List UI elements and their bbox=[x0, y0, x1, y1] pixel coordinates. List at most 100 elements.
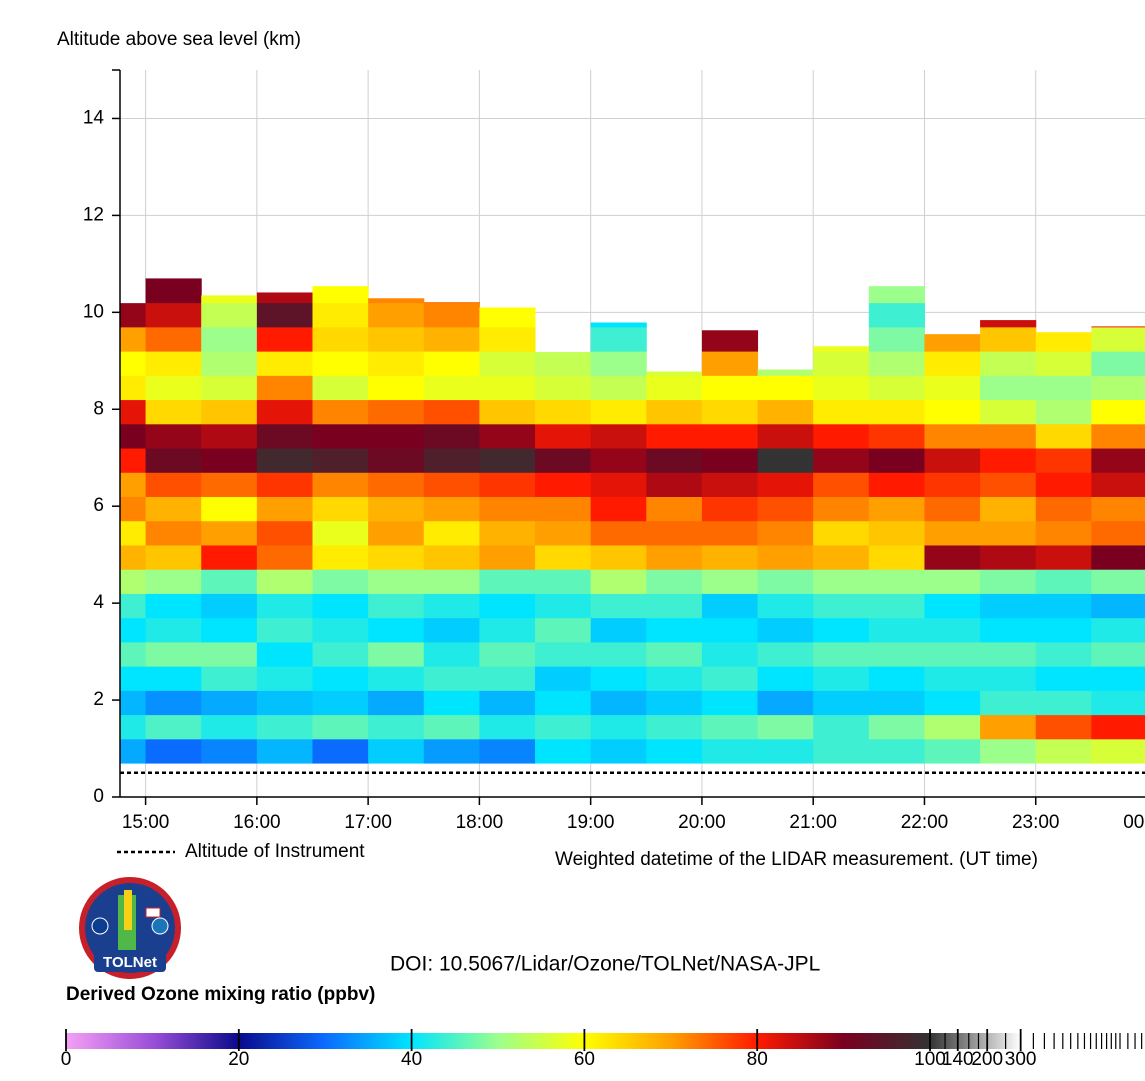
heat-cell bbox=[423, 375, 480, 401]
heat-cell bbox=[256, 326, 313, 352]
heat-cell bbox=[145, 617, 202, 643]
heat-cell bbox=[145, 738, 202, 764]
heat-cell bbox=[1091, 544, 1145, 570]
heat-cell bbox=[1035, 423, 1092, 449]
heat-cell bbox=[368, 302, 425, 328]
heat-cell bbox=[757, 496, 814, 522]
heat-cell bbox=[1091, 593, 1145, 619]
heat-cell bbox=[701, 399, 759, 425]
heat-cell bbox=[479, 520, 536, 546]
heat-cell bbox=[701, 520, 759, 546]
heat-cell bbox=[312, 520, 369, 546]
heat-cell bbox=[813, 593, 870, 619]
heat-cell bbox=[368, 617, 425, 643]
heat-cell bbox=[1035, 351, 1092, 376]
heat-cell bbox=[368, 298, 425, 304]
heat-cell bbox=[535, 666, 592, 691]
heat-cell bbox=[646, 544, 703, 570]
heat-cell bbox=[701, 496, 759, 522]
heat-cell bbox=[813, 520, 870, 546]
colorbar-tick-label: 20 bbox=[228, 1049, 249, 1070]
colorbar-gradient bbox=[66, 1033, 1145, 1049]
heat-cell bbox=[590, 375, 647, 401]
heat-cell bbox=[145, 399, 202, 425]
heat-cell bbox=[701, 448, 759, 473]
heat-cell bbox=[868, 690, 925, 716]
heat-cell bbox=[1091, 351, 1145, 376]
heat-cell bbox=[423, 448, 480, 473]
heat-cell bbox=[924, 334, 981, 352]
heat-cell bbox=[145, 714, 202, 740]
heat-cell bbox=[312, 423, 369, 449]
heat-cell bbox=[646, 617, 703, 643]
heat-cell bbox=[312, 544, 369, 570]
heat-cell bbox=[868, 326, 925, 352]
heat-cell bbox=[479, 351, 536, 376]
heat-cell bbox=[701, 714, 759, 740]
heat-cell bbox=[312, 302, 369, 328]
heat-cell bbox=[590, 399, 647, 425]
heat-cell bbox=[479, 399, 536, 425]
colorbar-tick-label: 100 bbox=[914, 1049, 946, 1070]
heat-cell bbox=[120, 738, 147, 764]
heat-cell bbox=[312, 569, 369, 594]
heat-cell bbox=[924, 593, 981, 619]
heat-cell bbox=[868, 738, 925, 764]
heat-cell bbox=[423, 302, 480, 304]
heat-cell bbox=[120, 351, 147, 376]
heat-cell bbox=[1091, 666, 1145, 691]
heat-cell bbox=[868, 423, 925, 449]
heat-cell bbox=[145, 278, 202, 304]
heat-cell bbox=[368, 520, 425, 546]
heat-cell bbox=[312, 448, 369, 473]
heat-cell bbox=[813, 351, 870, 376]
heat-cell bbox=[868, 472, 925, 498]
heat-cell bbox=[757, 369, 814, 376]
heat-cell bbox=[646, 690, 703, 716]
heat-cell bbox=[924, 641, 981, 667]
heat-cell bbox=[701, 569, 759, 594]
heat-cell bbox=[145, 690, 202, 716]
heat-cell bbox=[924, 375, 981, 401]
heat-cell bbox=[813, 346, 870, 352]
heat-cell bbox=[120, 399, 147, 425]
heat-cell bbox=[1091, 738, 1145, 764]
heat-cell bbox=[120, 472, 147, 498]
heat-cell bbox=[368, 423, 425, 449]
heat-cell bbox=[201, 326, 258, 352]
heat-cell bbox=[256, 399, 313, 425]
heat-cell bbox=[590, 569, 647, 594]
heat-cell bbox=[201, 448, 258, 473]
heat-cell bbox=[701, 544, 759, 570]
heat-cell bbox=[120, 569, 147, 594]
heat-cell bbox=[1091, 520, 1145, 546]
heat-cell bbox=[201, 714, 258, 740]
heat-cell bbox=[145, 496, 202, 522]
heat-cell bbox=[201, 569, 258, 594]
heat-cell bbox=[701, 690, 759, 716]
heat-cell bbox=[757, 375, 814, 401]
heat-cell bbox=[757, 472, 814, 498]
heat-cell bbox=[1035, 666, 1092, 691]
heat-cell bbox=[813, 544, 870, 570]
x-tick-label: 21:00 bbox=[789, 812, 837, 833]
heat-cell bbox=[535, 375, 592, 401]
heat-cell bbox=[535, 617, 592, 643]
heat-cell bbox=[120, 326, 147, 352]
heat-cell bbox=[535, 714, 592, 740]
heat-cell bbox=[368, 593, 425, 619]
heat-cell bbox=[1035, 375, 1092, 401]
heat-cell bbox=[590, 641, 647, 667]
heat-cell bbox=[120, 714, 147, 740]
y-tick-label: 12 bbox=[83, 204, 104, 225]
heat-cell bbox=[1035, 496, 1092, 522]
x-axis-label: Weighted datetime of the LIDAR measureme… bbox=[555, 849, 1038, 870]
heat-cell bbox=[120, 690, 147, 716]
heat-cell bbox=[590, 617, 647, 643]
heat-cell bbox=[368, 544, 425, 570]
heat-cell bbox=[868, 714, 925, 740]
heat-cell bbox=[535, 738, 592, 764]
heat-cell bbox=[145, 472, 202, 498]
heat-cell bbox=[1035, 448, 1092, 473]
heat-cell bbox=[423, 496, 480, 522]
